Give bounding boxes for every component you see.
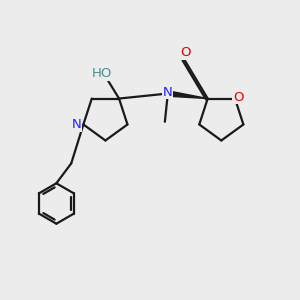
Text: O: O (233, 91, 244, 103)
Text: HO: HO (92, 67, 112, 80)
Text: N: N (163, 85, 173, 98)
Polygon shape (167, 91, 208, 98)
Text: O: O (180, 46, 191, 59)
Text: N: N (72, 118, 82, 131)
